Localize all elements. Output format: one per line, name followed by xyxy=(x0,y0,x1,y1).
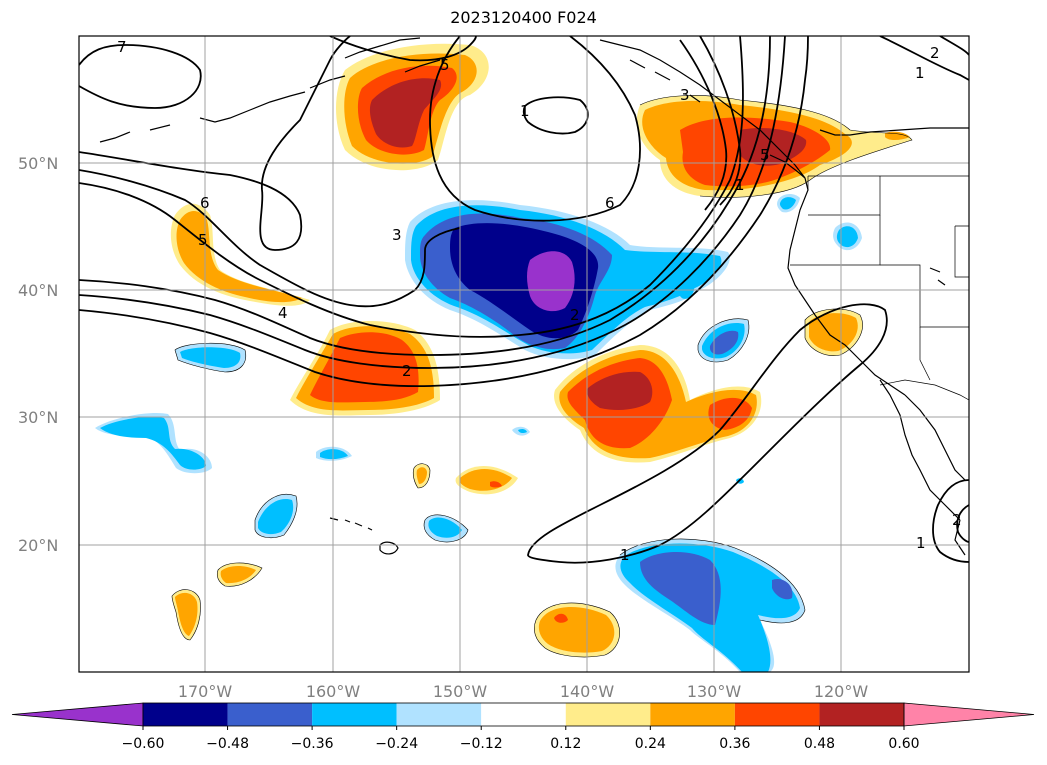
anomaly-region xyxy=(554,613,568,623)
colorbar-frame xyxy=(142,702,905,727)
contour-label: 2 xyxy=(930,44,940,62)
lon-label-120w: 120°W xyxy=(814,682,869,701)
shaded-anomaly-fields xyxy=(95,43,912,672)
lat-label-30n: 30°N xyxy=(18,408,58,427)
colorbar-segment xyxy=(481,703,566,726)
anomaly-region xyxy=(176,211,302,303)
anomaly-region xyxy=(709,330,739,355)
contour-label: 2 xyxy=(402,362,412,380)
anomaly-region xyxy=(220,565,256,584)
anomaly-region xyxy=(740,128,807,166)
warm-anomaly-gulf-of-alaska xyxy=(336,43,489,171)
longitude-labels: 170°W 160°W 150°W 140°W 130°W 120°W xyxy=(178,682,869,701)
contour-label: 1 xyxy=(916,534,926,552)
contour-label: 6 xyxy=(605,194,615,212)
contour-labels: 7 5 6 5 4 3 2 6 5 3 2 1 1 1 2 1 2 1 xyxy=(117,38,962,564)
contour-label: 1 xyxy=(520,102,530,120)
lat-label-50n: 50°N xyxy=(18,154,58,173)
anomaly-outlines xyxy=(171,95,913,658)
warm-anomaly-pacific-northwest xyxy=(636,95,912,198)
colorbar-segment xyxy=(650,703,735,726)
anomaly-region xyxy=(779,197,796,210)
anomaly-region xyxy=(428,517,462,538)
map-title: 2023120400 F024 xyxy=(450,8,597,27)
warm-anomaly-135w xyxy=(554,345,762,463)
anomaly-region xyxy=(885,131,910,140)
colorbar-tick-label: 0.36 xyxy=(719,736,750,752)
colorbar-tick-label: −0.60 xyxy=(122,736,165,752)
colorbar-tick-label: 0.24 xyxy=(635,736,666,752)
anomaly-region xyxy=(100,416,206,470)
political-borders xyxy=(790,175,969,401)
anomaly-region xyxy=(369,78,442,148)
contour-label: 4 xyxy=(278,304,288,322)
anomaly-region xyxy=(175,592,198,636)
anomaly-region xyxy=(640,551,721,625)
anomaly-region xyxy=(527,251,575,312)
colorbar-extend-high xyxy=(903,702,1035,727)
colorbar-tick-label: −0.36 xyxy=(291,736,334,752)
lat-label-40n: 40°N xyxy=(18,281,58,300)
anomaly-region xyxy=(180,347,241,368)
contour-label: 7 xyxy=(117,38,127,56)
colorbar-tick-label: 0.48 xyxy=(804,736,835,752)
map-frame xyxy=(78,35,970,673)
anomaly-region xyxy=(587,371,653,410)
colorbar-tick-label: −0.24 xyxy=(375,736,418,752)
contour-label: 2 xyxy=(570,306,580,324)
lon-label-170w: 170°W xyxy=(178,682,233,701)
anomaly-region xyxy=(416,467,427,484)
contour-label: 5 xyxy=(440,56,450,74)
anomaly-region xyxy=(772,578,793,600)
contour-label: 5 xyxy=(760,146,770,164)
colorbar-extend-low xyxy=(11,702,144,727)
small-warm-anomalies xyxy=(172,308,863,658)
contour-label: 5 xyxy=(198,231,208,249)
anomaly-region xyxy=(836,226,858,248)
lat-label-20n: 20°N xyxy=(18,536,58,555)
colorbar-tick-label: −0.48 xyxy=(206,736,249,752)
colorbar: −0.60 −0.48 −0.36 −0.24 −0.12 0.12 0.24 0.36 0.4… xyxy=(11,702,1035,752)
colorbar-segment xyxy=(396,703,482,726)
anomaly-region xyxy=(708,397,752,430)
colorbar-segment xyxy=(819,703,904,726)
anomaly-region xyxy=(320,449,348,460)
height-contours xyxy=(79,36,969,564)
contour-label: 1 xyxy=(915,64,925,82)
lon-label-140w: 140°W xyxy=(560,682,615,701)
warm-anomaly-165w xyxy=(170,203,310,306)
colorbar-tick-label: 0.60 xyxy=(888,736,919,752)
lon-label-160w: 160°W xyxy=(306,682,361,701)
small-cold-anomalies xyxy=(95,194,862,672)
colorbar-segment xyxy=(565,703,651,726)
contour-label: 6 xyxy=(200,194,210,212)
lon-label-150w: 150°W xyxy=(433,682,488,701)
colorbar-tick-label: 0.12 xyxy=(550,736,581,752)
colorbar-segment xyxy=(143,703,228,726)
colorbar-segment xyxy=(734,703,820,726)
gridlines xyxy=(79,36,969,672)
latitude-labels: 50°N 40°N 30°N 20°N xyxy=(18,154,58,555)
contour-label: 3 xyxy=(392,226,402,244)
colorbar-tick-label: −0.12 xyxy=(460,736,503,752)
anomaly-region xyxy=(490,481,502,488)
cold-anomaly-central-pacific xyxy=(405,200,730,360)
anomaly-region xyxy=(518,428,527,434)
contour-label: 3 xyxy=(680,86,690,104)
contour-label: 1 xyxy=(735,176,745,194)
lon-label-130w: 130°W xyxy=(687,682,742,701)
contour-label: 1 xyxy=(620,546,630,564)
anomaly-region xyxy=(258,498,294,535)
colorbar-segment xyxy=(227,703,313,726)
colorbar-segment xyxy=(312,703,397,726)
contour-label: 2 xyxy=(952,511,962,529)
